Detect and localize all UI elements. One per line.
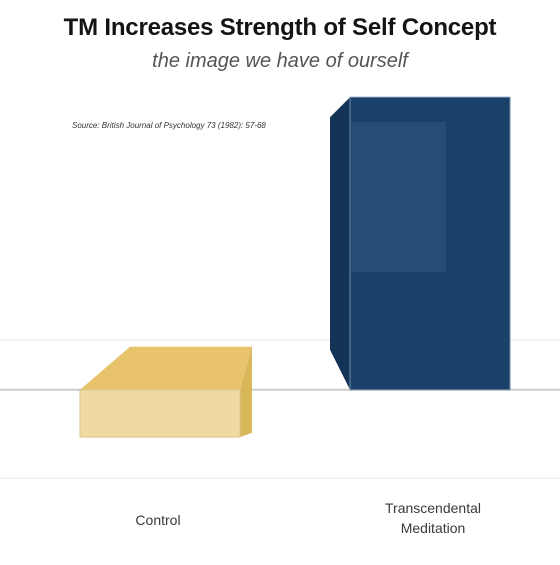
category-label-tm: Transcendental Meditation [348,498,518,538]
category-label-tm-line2: Meditation [400,520,466,536]
chart-subtitle: the image we have of ourself [152,50,408,72]
bar-control-side [240,346,252,438]
bar-tm-highlight [350,122,446,272]
category-label-control: Control [88,510,228,530]
chart-title: TM Increases Strength of Self Concept [63,14,497,41]
category-label-tm-line1: Transcendental [385,500,481,516]
category-label-control-line1: Control [135,512,181,528]
bar-control-top [80,346,252,390]
source-citation: Source: British Journal of Psychology 73… [72,121,266,130]
bar-tm-side [330,97,350,390]
bar-control [79,389,241,438]
bar-tm [349,96,511,391]
